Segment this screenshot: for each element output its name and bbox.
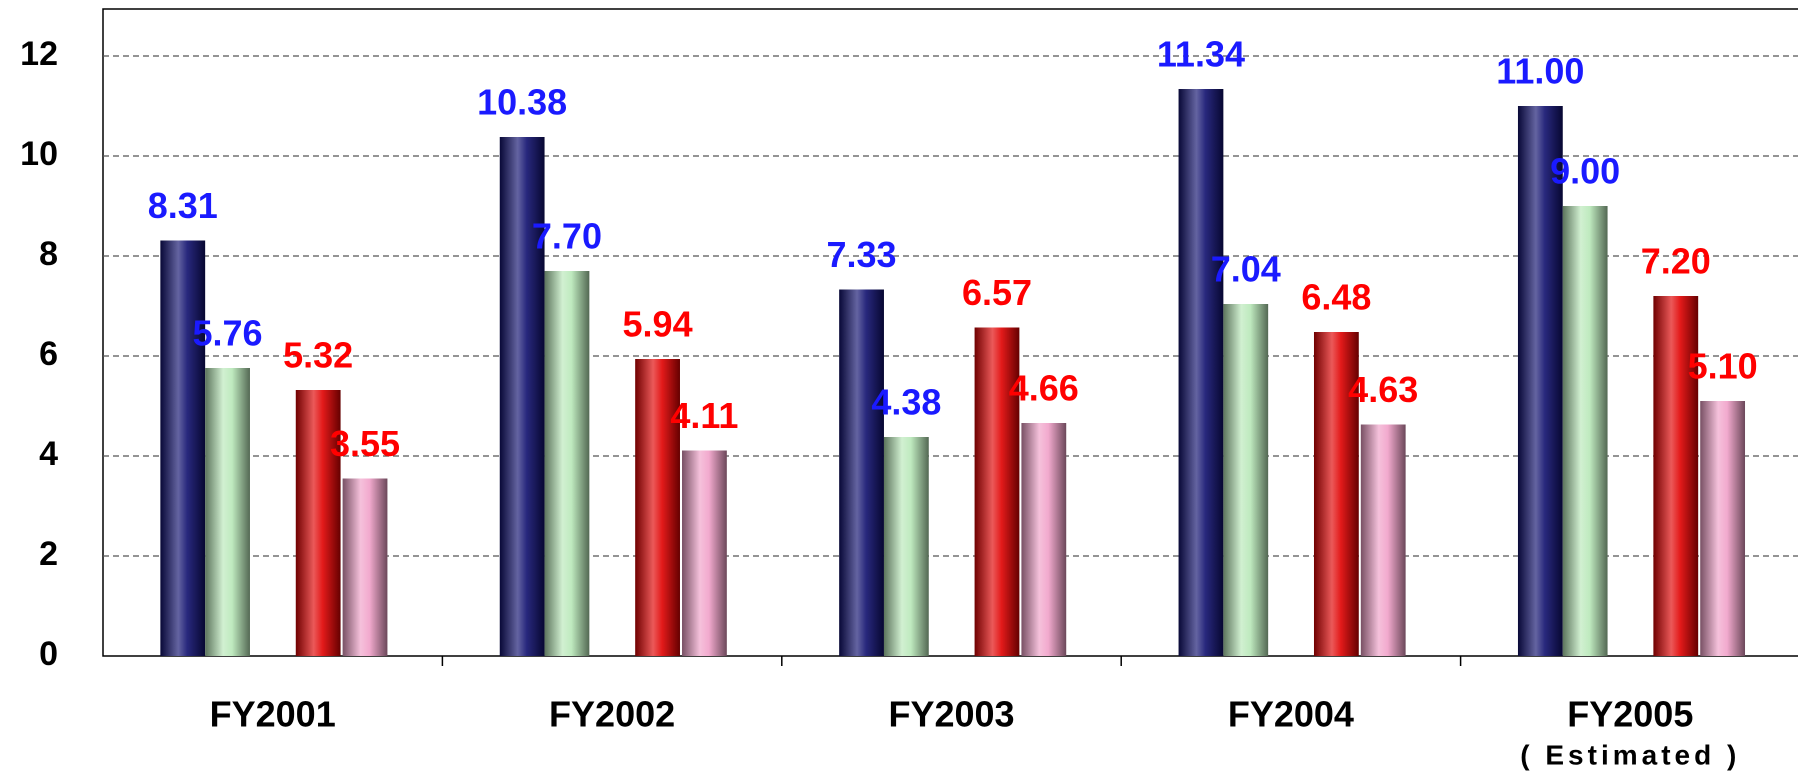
data-label: 5.32 [283,335,353,376]
plot-frame [102,8,1798,657]
data-label: 6.48 [1301,277,1371,318]
data-label: 6.57 [962,272,1032,313]
bar [1178,89,1224,656]
category-annotation: ( Estimated ) [1520,739,1740,770]
data-label: 4.38 [871,382,941,423]
x-tick-label: FY2004 [1228,694,1354,735]
bar [1223,304,1269,656]
data-label: 11.00 [1496,51,1584,92]
data-label: 5.10 [1688,346,1758,387]
bar [974,327,1020,656]
bar [1313,332,1359,656]
x-tick-label: FY2002 [549,694,675,735]
bar [1653,296,1699,656]
data-label: 11.34 [1157,34,1245,75]
bar [1562,206,1608,656]
bar [342,478,388,656]
data-label: 5.76 [193,313,263,354]
data-label: 4.66 [1009,368,1079,409]
bar [544,271,590,656]
data-label: 7.70 [532,216,602,257]
bar [1360,424,1406,656]
data-label: 10.38 [477,82,567,123]
y-tick-label: 10 [20,135,58,173]
bar [883,437,929,656]
data-label: 7.04 [1211,249,1281,290]
data-label: 3.55 [330,423,400,464]
bar [1021,423,1067,656]
y-tick-label: 0 [39,635,58,673]
data-label: 4.63 [1348,369,1418,410]
bar [1517,106,1563,656]
bar [635,359,680,656]
data-label: 7.20 [1641,241,1711,282]
bar [205,368,250,656]
x-tick-label: FY2001 [210,694,336,735]
data-label: 9.00 [1550,151,1620,192]
y-tick-label: 2 [39,535,58,573]
data-label: 8.31 [148,185,218,226]
x-tick-label: FY2005 [1567,694,1693,735]
y-tick-label: 4 [39,435,58,473]
bar [160,240,206,656]
data-label: 4.11 [670,395,738,436]
y-tick-label: 6 [39,335,58,373]
bar [839,289,884,656]
data-label: 5.94 [623,304,693,345]
bar [682,450,727,656]
x-tick-label: FY2003 [888,694,1014,735]
bar [499,137,545,656]
y-tick-label: 12 [20,35,58,73]
bar [1700,401,1746,656]
bar [295,390,341,656]
y-tick-label: 8 [39,235,58,273]
data-label: 7.33 [827,234,897,275]
